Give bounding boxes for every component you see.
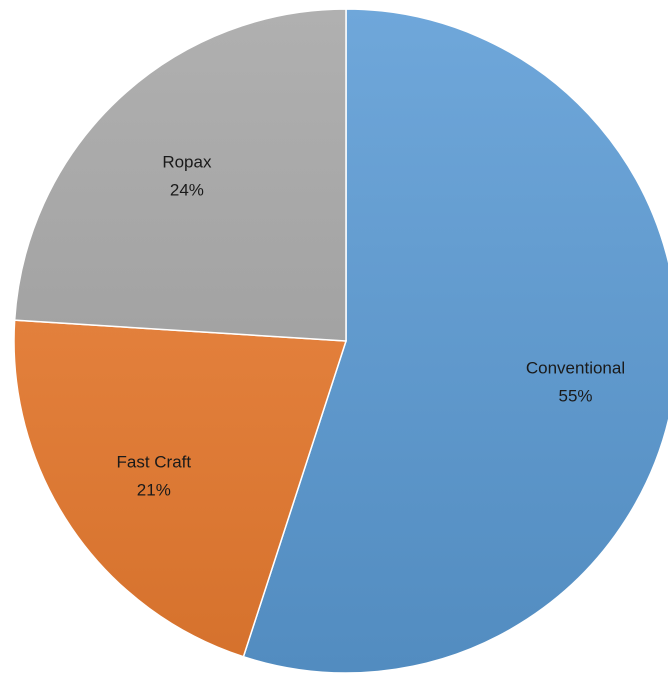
slice-value-ropax: 24% <box>170 181 204 200</box>
slice-value-fast-craft: 21% <box>137 481 171 500</box>
slice-label-fast-craft: Fast Craft <box>116 453 191 472</box>
pie-slices <box>13 8 668 673</box>
pie-slice-ropax <box>13 8 347 342</box>
pie-labels: Conventional 55% Fast Craft 21% Ropax 24% <box>116 153 625 500</box>
slice-value-conventional: 55% <box>558 386 592 405</box>
slice-label-conventional: Conventional <box>526 358 625 377</box>
pie-slice-fast-craft <box>13 319 348 658</box>
slice-label-ropax: Ropax <box>162 153 212 172</box>
pie-slice-conventional <box>242 8 668 673</box>
